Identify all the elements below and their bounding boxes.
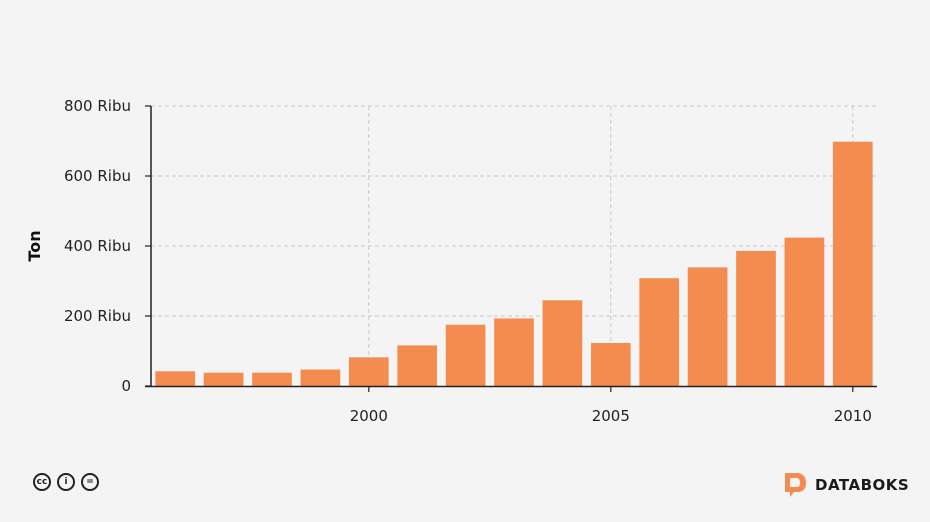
- y-tick-labels: 0 200 Ribu 400 Ribu 600 Ribu 800 Ribu: [64, 97, 151, 395]
- bar-1998: [252, 372, 292, 386]
- x-tick-label: 2000: [350, 407, 388, 425]
- y-tick-label: 800 Ribu: [64, 97, 131, 115]
- y-tick-label: 600 Ribu: [64, 167, 131, 185]
- y-tick-label: 400 Ribu: [64, 237, 131, 255]
- bar-1999: [300, 369, 341, 386]
- bar-2009: [784, 237, 825, 386]
- bar-2000: [348, 357, 389, 386]
- bar-2006: [639, 278, 680, 386]
- bar-2007: [687, 267, 728, 386]
- brand-name: DATABOKS: [815, 476, 910, 494]
- y-tick-label: 200 Ribu: [64, 307, 131, 325]
- bar-2010: [832, 141, 873, 386]
- bar-2002: [445, 324, 486, 386]
- bar-2001: [397, 345, 438, 386]
- y-tick-label: 0: [121, 377, 131, 395]
- brand-logo: DATABOKS: [783, 472, 909, 498]
- nd-icon: =: [81, 473, 99, 491]
- by-icon: i: [57, 473, 75, 491]
- bar-2008: [736, 250, 776, 386]
- x-tick-label: 2010: [834, 407, 872, 425]
- x-tick-labels: 2000 2005 2010: [350, 386, 872, 425]
- license-icons: cc i =: [33, 473, 99, 491]
- bar-1997: [203, 372, 244, 386]
- databoks-logo-icon: [785, 473, 806, 497]
- cc-icon: cc: [33, 473, 51, 491]
- y-axis-title: Ton: [25, 230, 44, 261]
- x-tick-label: 2005: [592, 407, 630, 425]
- bar-1996: [155, 371, 196, 386]
- bar-2005: [590, 342, 631, 386]
- bar-2004: [542, 300, 583, 386]
- bar-2003: [494, 318, 534, 386]
- bars: [155, 141, 873, 386]
